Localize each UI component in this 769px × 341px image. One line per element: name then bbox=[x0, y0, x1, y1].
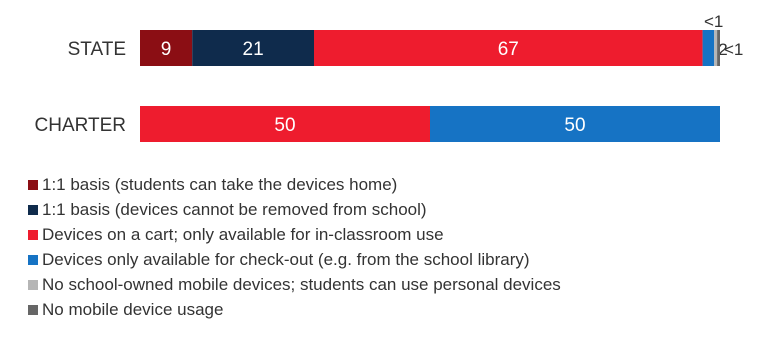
legend-swatch bbox=[28, 204, 38, 215]
bar-segment-state-1 bbox=[192, 30, 314, 66]
legend-label: Devices on a cart; only available for in… bbox=[42, 225, 444, 244]
bar-segment-state-4 bbox=[714, 30, 718, 66]
bar-segment-state-5 bbox=[717, 30, 720, 66]
legend-swatch bbox=[28, 304, 38, 315]
data-label-state-2: 67 bbox=[498, 39, 519, 60]
data-label-charter-2: 50 bbox=[274, 115, 295, 136]
legend-swatch bbox=[28, 279, 38, 290]
data-label-state-1: 21 bbox=[243, 39, 264, 60]
legend-swatch bbox=[28, 229, 38, 240]
bar-segment-state-0 bbox=[140, 30, 193, 66]
legend-swatch bbox=[28, 179, 38, 190]
legend-label: No school-owned mobile devices; students… bbox=[42, 275, 561, 294]
legend-label: No mobile device usage bbox=[42, 300, 224, 319]
data-label-charter-3: 50 bbox=[564, 115, 585, 136]
legend-label: Devices only available for check-out (e.… bbox=[42, 250, 530, 269]
data-label-state-3: 2 bbox=[718, 40, 727, 59]
legend-label: 1:1 basis (students can take the devices… bbox=[42, 175, 398, 194]
data-label-state-0: 9 bbox=[161, 39, 172, 60]
legend-item: Devices on a cart; only available for in… bbox=[28, 222, 561, 247]
legend-swatch bbox=[28, 254, 38, 265]
bar-segment-state-2 bbox=[314, 30, 703, 66]
legend-label: 1:1 basis (devices cannot be removed fro… bbox=[42, 200, 427, 219]
legend-item: No mobile device usage bbox=[28, 297, 561, 322]
data-label-state-4: <1 bbox=[704, 12, 723, 31]
bar-segment-charter-2 bbox=[140, 106, 430, 142]
category-label-charter: CHARTER bbox=[35, 115, 127, 136]
bar-segment-charter-3 bbox=[430, 106, 720, 142]
legend-item: 1:1 basis (students can take the devices… bbox=[28, 172, 561, 197]
bar-segment-state-3 bbox=[702, 30, 715, 66]
category-label-state: STATE bbox=[68, 39, 126, 60]
legend-item: No school-owned mobile devices; students… bbox=[28, 272, 561, 297]
legend: 1:1 basis (students can take the devices… bbox=[28, 172, 561, 322]
legend-item: 1:1 basis (devices cannot be removed fro… bbox=[28, 197, 561, 222]
data-label-state-5: <1 bbox=[724, 40, 743, 59]
legend-item: Devices only available for check-out (e.… bbox=[28, 247, 561, 272]
